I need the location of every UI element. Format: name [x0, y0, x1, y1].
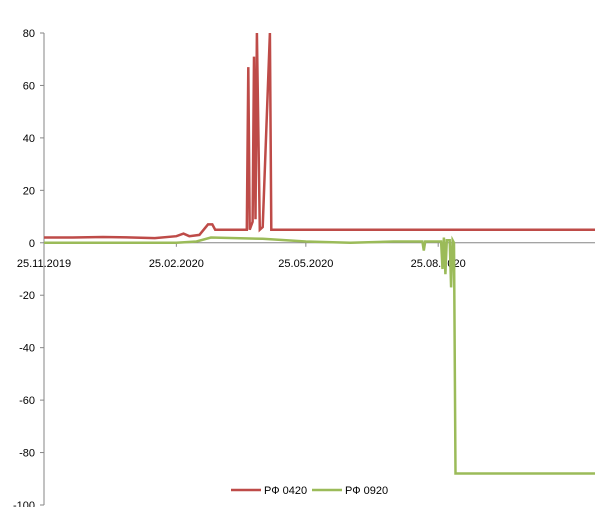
legend-label-1: РФ 0420	[264, 485, 307, 497]
y-tick-label: 80	[23, 28, 35, 40]
y-tick-label: -60	[19, 395, 35, 407]
series-line-2	[44, 235, 595, 475]
legend-label-2: РФ 0920	[345, 485, 388, 497]
y-tick-label: 0	[29, 238, 35, 250]
x-axis-ticks: 25.11.2019 25.02.2020 25.05.2020 25.08.2020	[17, 242, 466, 270]
series-line-1	[44, 33, 595, 240]
series-layer	[44, 33, 595, 475]
y-tick-label: 60	[23, 80, 35, 92]
y-axis-ticks: 80 60 40 20 0 -20 -40 -60 -80 -100	[13, 28, 44, 507]
y-tick-label: -40	[19, 343, 35, 355]
x-tick-label: 25.08.2020	[411, 258, 466, 270]
legend: РФ 0420 РФ 0920	[231, 485, 388, 497]
y-tick-label: -80	[19, 448, 35, 460]
y-tick-label: -20	[19, 290, 35, 302]
y-tick-label: 40	[23, 133, 35, 145]
y-tick-label: 20	[23, 185, 35, 197]
x-tick-label: 25.05.2020	[278, 258, 333, 270]
x-tick-label: 25.02.2020	[149, 258, 204, 270]
x-tick-label: 25.11.2019	[17, 258, 71, 270]
y-tick-label: -100	[13, 500, 35, 507]
